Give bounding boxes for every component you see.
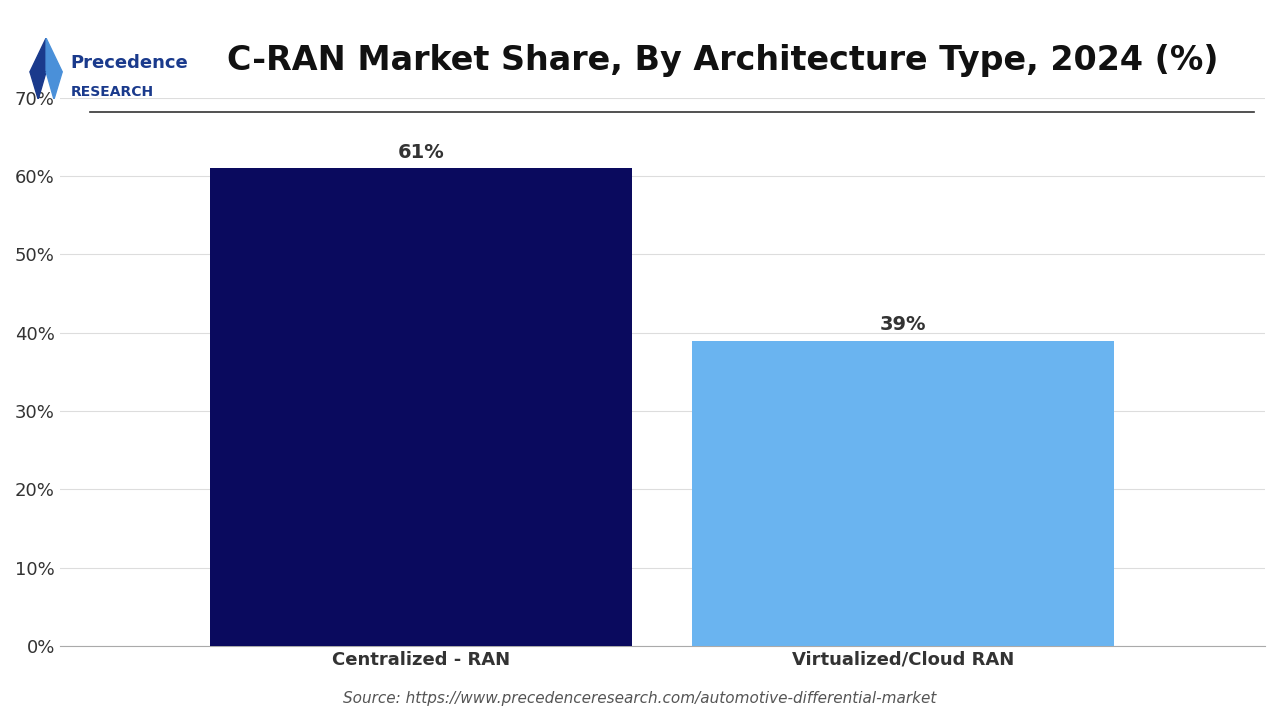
- Text: Source: https://www.precedenceresearch.com/automotive-differential-market: Source: https://www.precedenceresearch.c…: [343, 690, 937, 706]
- Polygon shape: [29, 72, 46, 99]
- Text: RESEARCH: RESEARCH: [70, 85, 154, 99]
- Text: 61%: 61%: [398, 143, 444, 162]
- Polygon shape: [29, 38, 46, 72]
- Bar: [210, 168, 632, 646]
- Title: C-RAN Market Share, By Architecture Type, 2024 (%): C-RAN Market Share, By Architecture Type…: [227, 44, 1219, 77]
- Text: Precedence: Precedence: [70, 54, 188, 72]
- Text: 39%: 39%: [881, 315, 927, 334]
- Polygon shape: [46, 38, 63, 72]
- Bar: [692, 341, 1115, 646]
- Polygon shape: [46, 72, 63, 99]
